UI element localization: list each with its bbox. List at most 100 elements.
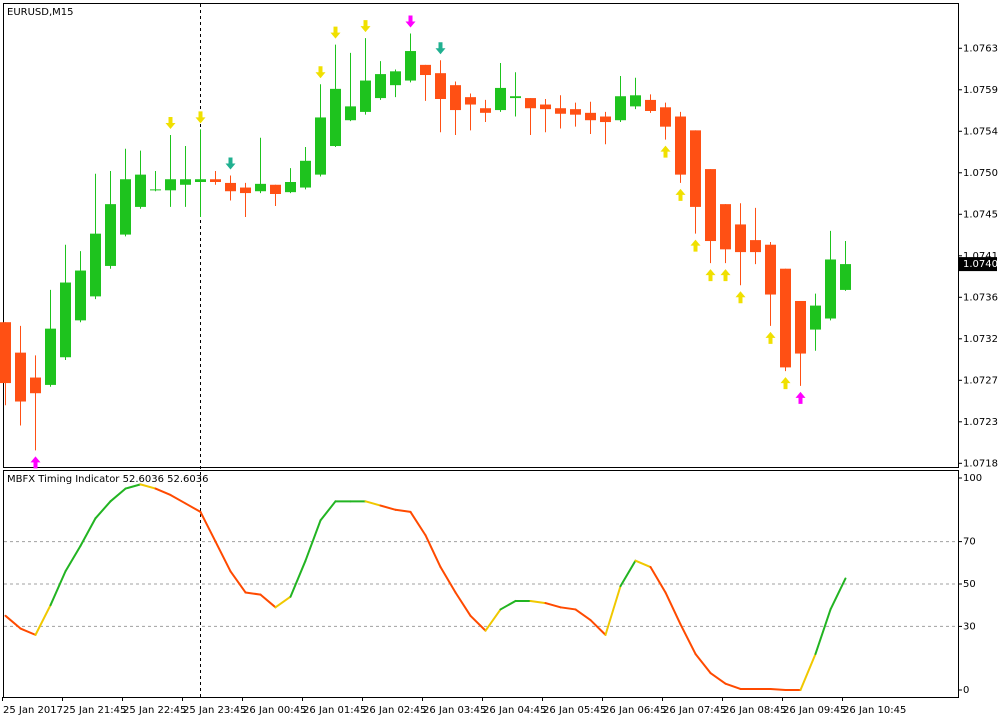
y-tick-label: 1.07590 [963,85,998,96]
x-tick-label: 26 Jan 07:45 [663,705,726,716]
candle-body [195,179,206,183]
indicator-segment [154,487,172,496]
indicator-segment [679,623,697,655]
candle-body [75,270,86,321]
indicator-segment [499,599,517,611]
candle-body [495,87,506,111]
x-tick-label: 26 Jan 03:45 [423,705,486,716]
indicator-segment [604,585,622,636]
indicator-segment [409,510,427,537]
candle-body [90,233,101,297]
candle-body [150,189,161,191]
candle-body [360,80,371,112]
chart-title: EURUSD,M15 [7,7,73,18]
candle-body [240,187,251,194]
buy-arrow [705,269,716,282]
indicator-segment [574,608,592,622]
candle-body [615,96,626,121]
indicator-segment [199,510,217,543]
buy-arrow [30,456,41,469]
y-tick-label: 30 [963,621,976,632]
x-tick-label: 26 Jan 10:45 [843,705,906,716]
indicator-segment [319,500,337,522]
sell-arrow [360,20,371,33]
sell-arrow [435,42,446,55]
candle-body [840,264,851,290]
indicator-segment [529,599,547,605]
indicator-segment [664,591,682,626]
buy-arrow [765,331,776,344]
indicator-segment [124,483,142,490]
indicator-segment [379,504,397,511]
candle-body [765,244,776,295]
candle-body [705,169,716,242]
indicator-segment [79,517,97,547]
candle-body [285,182,296,193]
indicator-segment [469,614,487,632]
indicator-segment [169,493,187,505]
indicator-segment [724,682,742,690]
candle-body [630,95,641,107]
y-tick-label: 50 [963,579,976,590]
candle-body [690,130,701,207]
x-tick-label: 26 Jan 05:45 [543,705,606,716]
y-tick-label: 70 [963,537,976,548]
candle-body [480,108,491,113]
indicator-segment [49,570,67,607]
y-tick-label: 1.07635 [963,43,998,54]
candle-body [810,305,821,330]
candle-body [600,116,611,123]
y-tick-label: 0 [963,685,969,696]
x-tick-label: 26 Jan 00:45 [243,705,306,716]
candle-body [570,109,581,115]
buy-arrow [795,391,806,404]
buy-arrow [720,269,731,282]
x-tick-label: 25 Jan 22:45 [123,705,186,716]
y-tick-label: 100 [963,473,982,484]
candle-body [555,108,566,114]
indicator-segment [424,534,442,569]
sell-arrow [405,15,416,28]
x-tick-label: 26 Jan 04:45 [483,705,546,716]
candle-body [450,85,461,111]
candle-body [345,106,356,121]
indicator-segment [634,559,652,569]
candle-body [375,74,386,99]
indicator-segment [94,500,112,520]
sell-arrow [330,26,341,39]
candle-body [225,182,236,192]
indicator-segment [619,559,637,588]
candle-body [45,328,56,385]
candle-body [120,179,131,235]
y-tick-label: 1.07185 [963,458,998,469]
buy-arrow [675,188,686,201]
candle-body [105,204,116,266]
x-tick-label: 26 Jan 08:45 [723,705,786,716]
indicator-segment [184,502,202,513]
indicator-segment [244,591,262,596]
candle-body [390,71,401,86]
candle-body [420,64,431,76]
x-tick-label: 25 Jan 21:45 [63,705,126,716]
y-tick-label: 1.07545 [963,126,998,137]
indicator-segment [274,595,292,609]
candle-body [315,117,326,175]
buy-arrow [660,145,671,158]
candle-body [435,73,446,99]
y-tick-label: 1.07365 [963,292,998,303]
candle-body [300,160,311,188]
y-tick-label: 1.07500 [963,168,998,179]
x-tick-label: 26 Jan 06:45 [603,705,666,716]
candle-body [60,282,71,358]
candle-body [15,352,26,402]
indicator-segment [259,593,277,609]
indicator-segment [814,608,832,655]
candle-body [135,174,146,207]
x-tick-label: 26 Jan 02:45 [363,705,426,716]
candle-body [795,300,806,354]
indicator-segment [139,483,157,490]
